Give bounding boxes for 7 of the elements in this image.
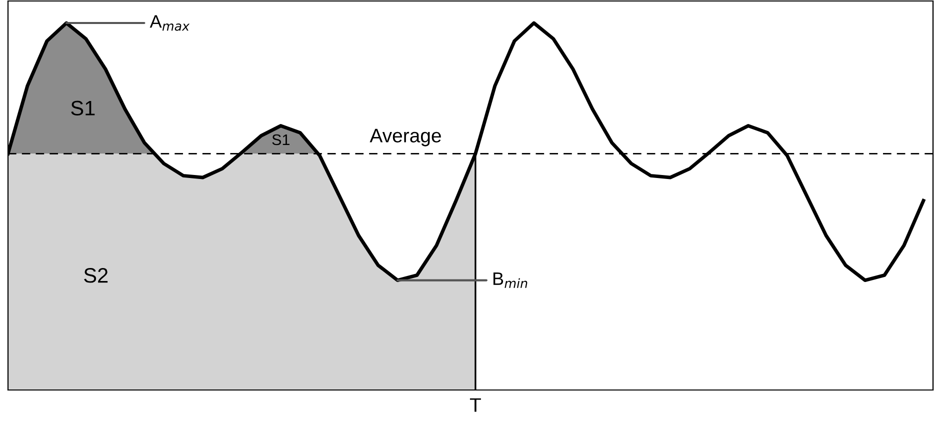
annotation: A$_{max}$	[150, 15, 190, 31]
annotation: S1	[272, 134, 290, 146]
annotation: B$_{min}$	[493, 272, 528, 288]
annotation: S1	[71, 100, 95, 116]
ref-line-label: Average	[370, 128, 441, 146]
text: T	[470, 398, 481, 412]
annotation: S2	[84, 268, 108, 283]
